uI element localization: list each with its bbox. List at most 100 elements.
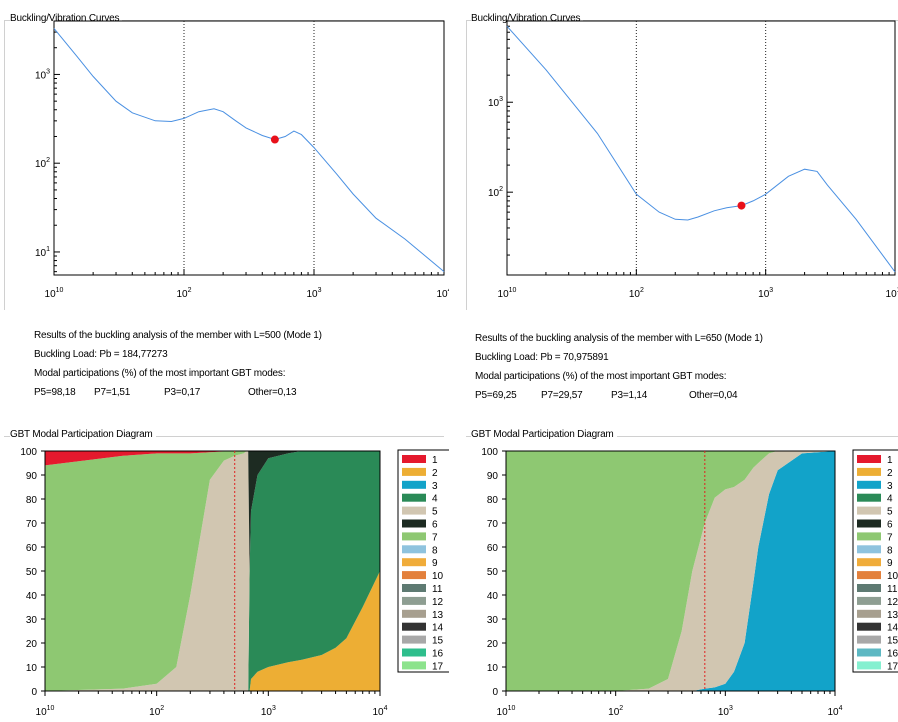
legend-swatch: [857, 532, 881, 541]
results-title: Results of the buckling analysis of the …: [34, 330, 322, 341]
y-tick-label: 10: [26, 663, 38, 674]
legend-label: 10: [887, 571, 898, 582]
plot-area: [506, 20, 896, 276]
y-tick-label: 20: [26, 639, 38, 650]
legend-label: 5: [432, 507, 438, 518]
legend-swatch: [857, 519, 881, 528]
legend-label: 13: [432, 610, 444, 621]
buckling-curve-chart: 1010 102 103 104 101 102 103: [35, 20, 449, 300]
curve-title: Buckling/Vibration Curves: [10, 13, 123, 24]
y-tick-label: 80: [26, 495, 38, 506]
legend-label: 15: [887, 636, 898, 647]
x-tick-label: 103: [718, 705, 733, 718]
legend-swatch: [402, 545, 426, 554]
participation-value: P5=69,25: [475, 390, 517, 401]
legend-label: 16: [887, 649, 898, 660]
curve-group-border-left: [4, 20, 5, 310]
legend-swatch: [857, 571, 881, 580]
y-tick-label: 70: [26, 519, 38, 530]
legend-label: 6: [887, 520, 893, 531]
buckling-load: Buckling Load: Pb = 70,975891: [475, 352, 609, 363]
legend-label: 3: [887, 481, 893, 492]
participation-value: P5=98,18: [34, 387, 76, 398]
x-tick-label: 103: [306, 287, 321, 300]
y-tick-label: 40: [26, 591, 38, 602]
y-tick-label: 60: [26, 543, 38, 554]
critical-point-marker: [737, 201, 746, 210]
area-mode-4: [45, 451, 380, 691]
legend-label: 17: [432, 661, 444, 672]
legend-swatch: [402, 584, 426, 592]
legend-label: 16: [432, 649, 444, 660]
y-tick-label: 50: [26, 567, 38, 578]
y-tick-label: 103: [35, 68, 50, 81]
x-tick-label: 1010: [498, 287, 517, 300]
y-tick-label: 80: [487, 495, 499, 506]
y-tick-label: 60: [487, 543, 499, 554]
legend-swatch: [857, 661, 881, 670]
x-tick-label: 104: [827, 705, 842, 718]
modal-heading: Modal participations (%) of the most imp…: [34, 368, 286, 379]
legend-label: 2: [887, 468, 893, 479]
legend-swatch: [402, 558, 426, 567]
legend-swatch: [402, 519, 426, 528]
legend-label: 1: [432, 455, 438, 466]
legend-swatch: [402, 635, 426, 644]
results-title: Results of the buckling analysis of the …: [475, 333, 763, 344]
buckling-curve-chart: 1010 102 103 1010 102 103: [488, 20, 898, 300]
legend-label: 12: [887, 597, 898, 608]
legend-label: 11: [887, 584, 898, 595]
critical-point-marker: [270, 135, 279, 144]
y-tick-label: 100: [20, 447, 37, 458]
legend-swatch: [857, 622, 881, 631]
legend-label: 9: [432, 558, 438, 569]
legend-swatch: [857, 545, 881, 554]
panel-left: Buckling/Vibration Curves 1010 102 103 104 1…: [4, 13, 449, 718]
x-tick-label: 102: [176, 287, 191, 300]
legend-swatch: [402, 571, 426, 580]
participation-value: P3=0,17: [164, 387, 201, 398]
legend-label: 12: [432, 597, 444, 608]
legend-swatch: [402, 455, 426, 463]
x-tick-label: 103: [758, 287, 773, 300]
diagram-title: GBT Modal Participation Diagram: [471, 429, 617, 440]
legend-label: 8: [887, 545, 893, 556]
legend-swatch: [857, 480, 881, 489]
x-tick-label: 1010: [45, 287, 64, 300]
area-mode-7: [45, 451, 380, 691]
y-tick-label: 100: [481, 447, 498, 458]
legend-label: 8: [432, 545, 438, 556]
area-mode-3: [506, 451, 835, 691]
legend-label: 13: [887, 610, 898, 621]
buckling-curve-line: [506, 25, 896, 273]
legend-label: 7: [887, 532, 893, 543]
y-tick-label: 0: [492, 687, 498, 698]
y-tick-label: 90: [26, 471, 38, 482]
legend-swatch: [402, 493, 426, 502]
legend-swatch: [402, 622, 426, 631]
x-tick-label: 1010: [36, 705, 55, 718]
legend-label: 9: [887, 558, 893, 569]
y-tick-label: 102: [35, 157, 50, 170]
y-tick-label: 70: [487, 519, 499, 530]
participation-value: P3=1,14: [611, 390, 648, 401]
legend-swatch: [402, 480, 426, 489]
legend-swatch: [402, 506, 426, 515]
legend-label: 14: [432, 623, 444, 634]
area-mode-2: [45, 571, 380, 691]
x-tick-label: 1010: [497, 705, 516, 718]
buckling-curve-line: [53, 28, 445, 272]
legend-label: 5: [887, 507, 893, 518]
legend-swatch: [402, 467, 426, 476]
curve-group-border-left: [466, 20, 467, 310]
y-tick-label: 90: [487, 471, 499, 482]
legend-swatch: [402, 532, 426, 541]
panel-right: Buckling/Vibration Curves 1010 102 103 10 10…: [466, 0, 898, 722]
x-tick-label: 102: [608, 705, 623, 718]
participation-value: Other=0,13: [248, 387, 297, 398]
legend-label: 14: [887, 623, 898, 634]
participation-value: Other=0,04: [689, 390, 738, 401]
legend-label: 1: [887, 455, 893, 466]
legend-swatch: [402, 609, 426, 618]
